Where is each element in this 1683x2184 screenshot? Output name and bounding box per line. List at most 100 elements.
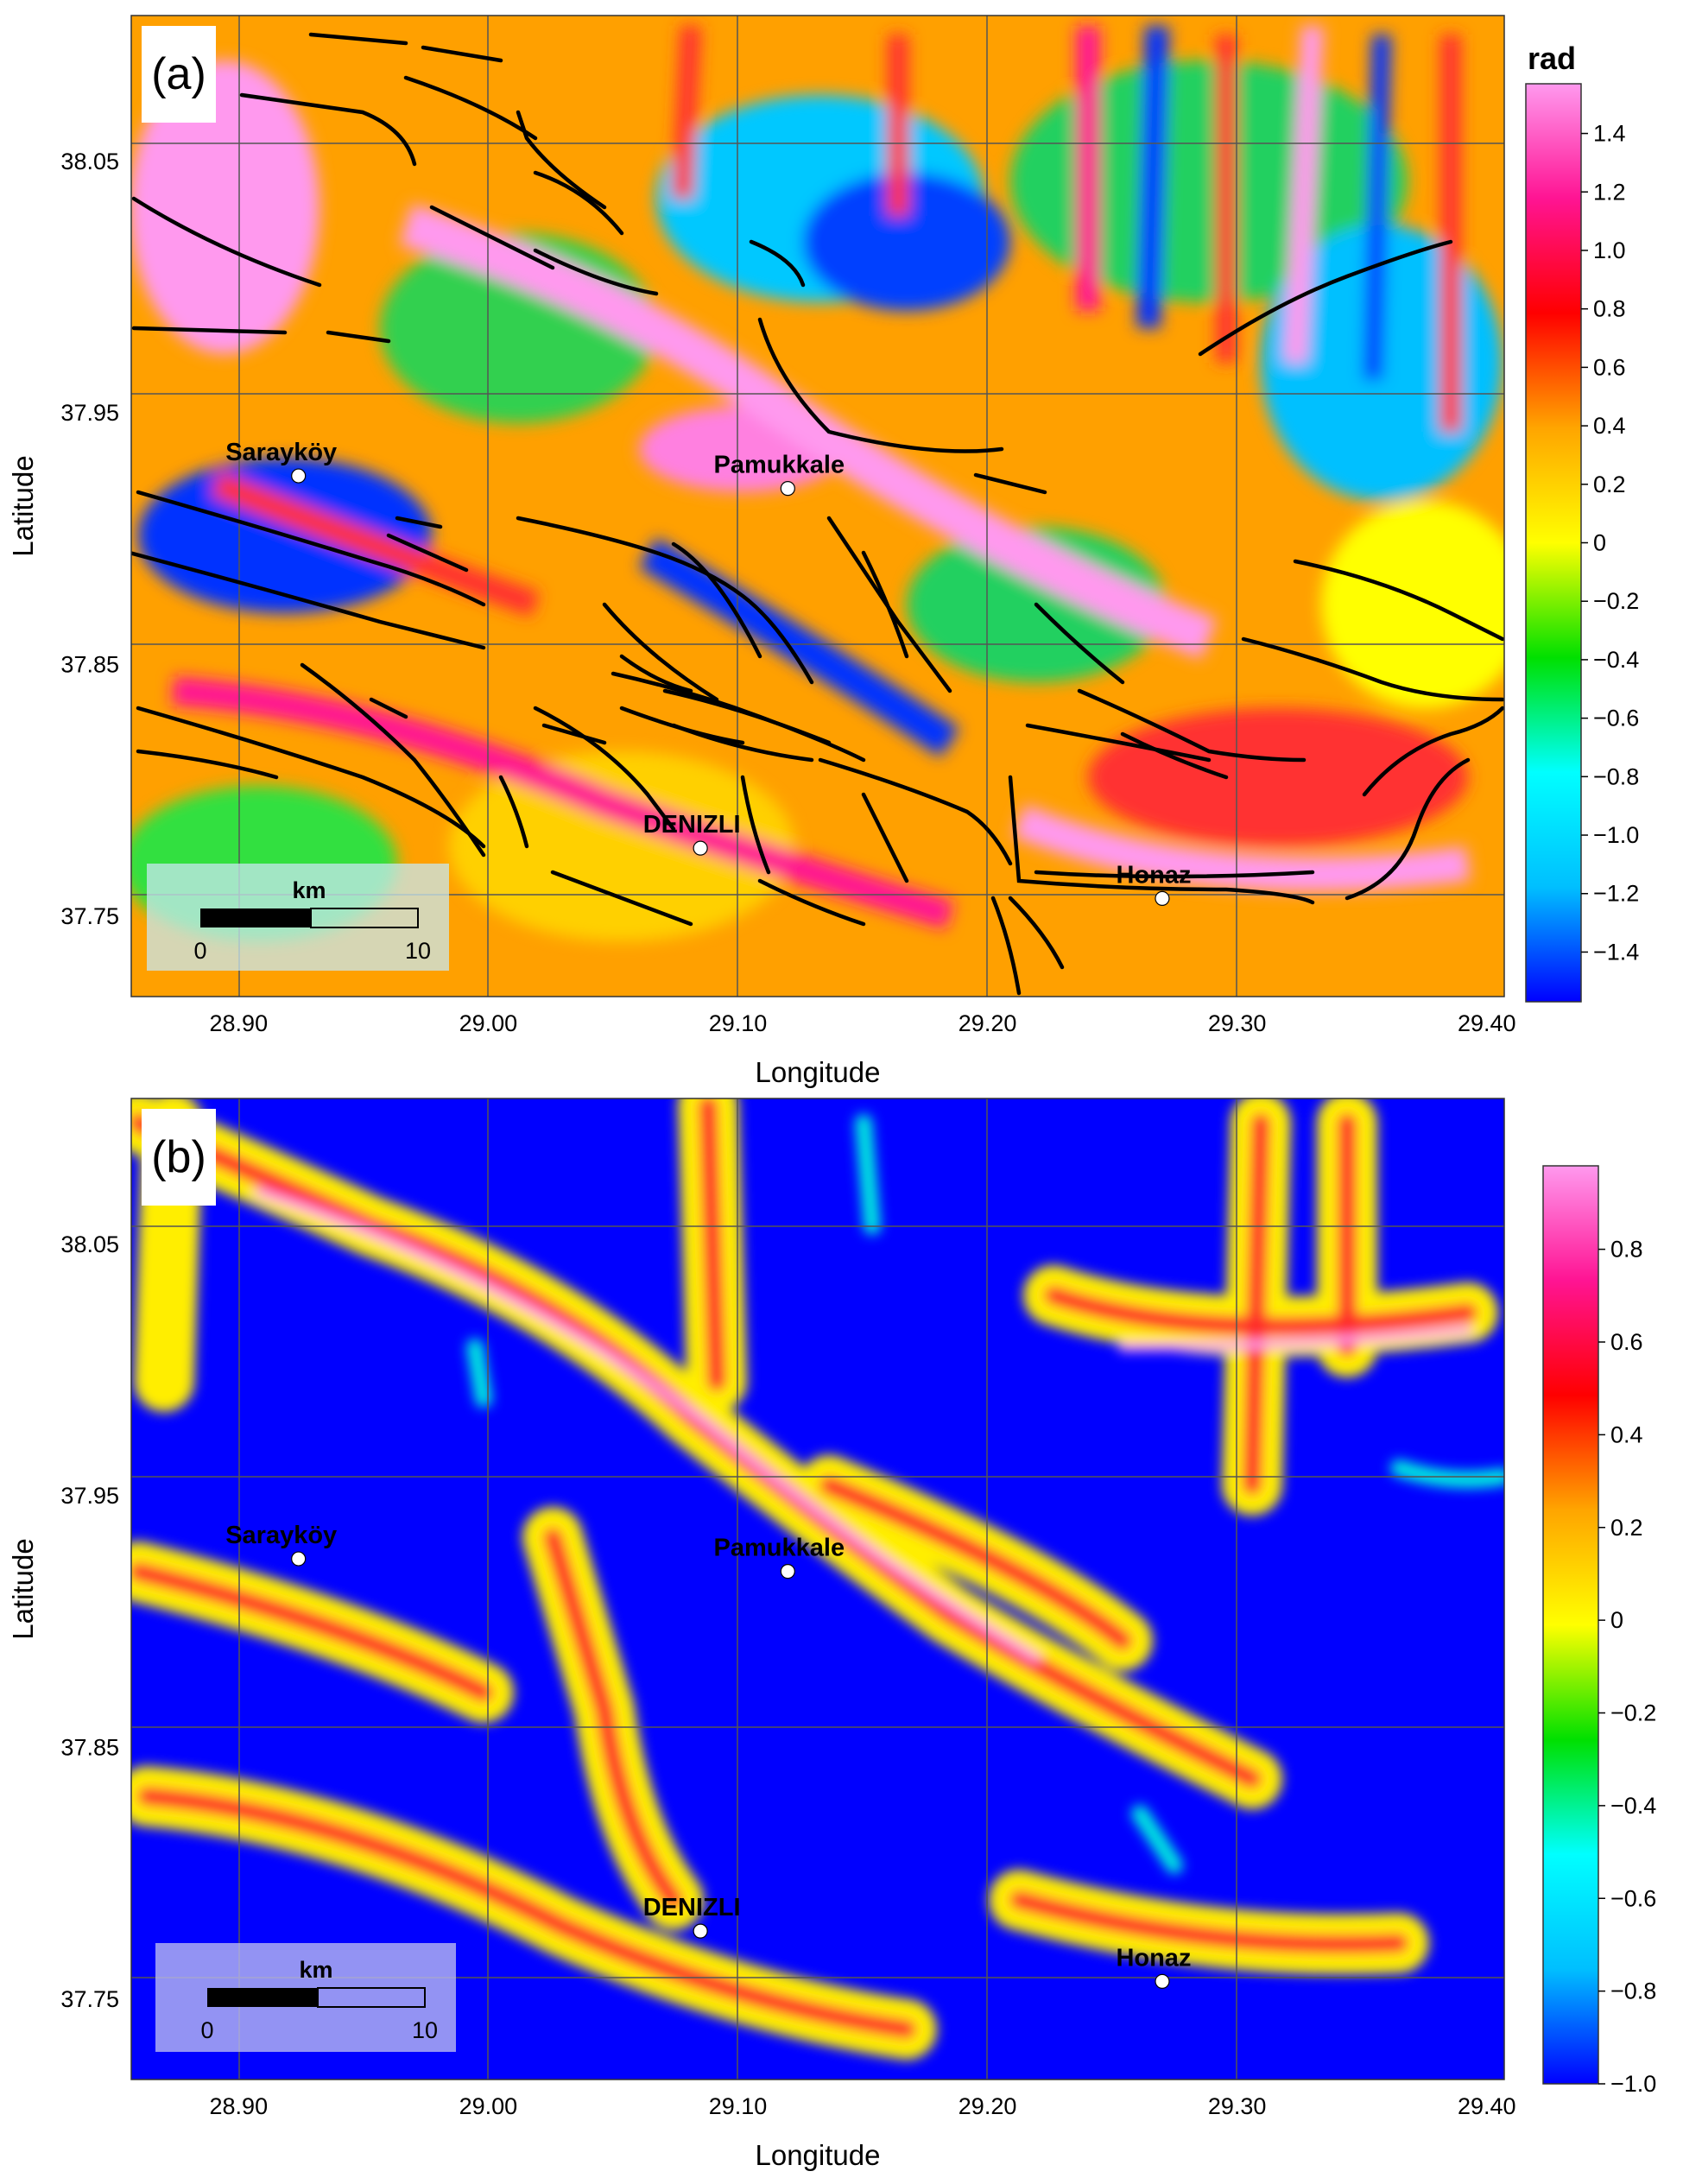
x-tick-label: 28.90 — [210, 2093, 269, 2119]
colorbar-b: 0.8 0.6 0.4 0.2 0 −0.2 −0.4 −0.6 −0.8 −1.0 — [1542, 1165, 1656, 2097]
phase-map-a — [131, 16, 1504, 997]
colorbar-tick-label: −0.4 — [1610, 1793, 1656, 1819]
y-axis-title-a: Latitude — [7, 455, 39, 556]
towns-a: Sarayköy Pamukkale DENIZLI Honaz — [225, 439, 1191, 907]
y-tick-label: 37.95 — [60, 400, 119, 426]
scalebar-start-a: 0 — [193, 938, 206, 964]
colorbar-tick-label: −1.2 — [1593, 881, 1639, 907]
town-label: DENIZLI — [643, 811, 741, 839]
town-label: Honaz — [1116, 861, 1191, 889]
scalebar-black-b — [207, 1988, 318, 2007]
scalebar-b: km 0 10 — [155, 1943, 456, 2052]
y-tick-label: 37.85 — [60, 1735, 119, 1761]
scalebar-a: km 0 10 — [147, 864, 449, 971]
town-label: Pamukkale — [714, 1535, 845, 1562]
y-tick-label: 38.05 — [60, 149, 119, 174]
colorbar-tick-label: 0.6 — [1610, 1329, 1643, 1355]
colorbar-unit-a: rad — [1528, 41, 1576, 76]
town-label: Pamukkale — [714, 452, 845, 479]
map-frame-a — [130, 15, 1505, 997]
scalebar-white-a — [310, 908, 419, 928]
x-tick-label: 28.90 — [210, 1010, 269, 1036]
panel-label-box-b — [142, 1109, 216, 1206]
town-label: DENIZLI — [643, 1894, 741, 1921]
colorbar-tick-label: 0 — [1593, 530, 1606, 556]
colorbar-ticks-b: 0.8 0.6 0.4 0.2 0 −0.2 −0.4 −0.6 −0.8 −1.0 — [1598, 1237, 1656, 2097]
colorbar-ramp-b — [1542, 1165, 1599, 2085]
town-marker — [1155, 1973, 1170, 1989]
colorbar-tick-label: 0.4 — [1610, 1421, 1643, 1447]
panel-label-a: (a) — [151, 49, 206, 99]
scalebar-black-a — [200, 908, 311, 927]
colorbar-tick-label: −0.2 — [1610, 1700, 1656, 1726]
colorbar-tick-label: 0.6 — [1593, 354, 1626, 380]
town-marker — [780, 481, 795, 497]
x-tick-label: 29.20 — [959, 2093, 1017, 2119]
x-tick-label: 29.30 — [1208, 1010, 1267, 1036]
colorbar-tick-label: −0.6 — [1593, 706, 1639, 731]
y-tick-label: 38.05 — [60, 1231, 119, 1257]
y-ticks-a: 38.05 37.95 37.85 37.75 — [60, 149, 119, 929]
scalebar-white-b — [317, 1987, 426, 2008]
colorbar-tick-label: 0.2 — [1593, 472, 1626, 497]
y-ticks-b: 38.05 37.95 37.85 37.75 — [60, 1231, 119, 2012]
colorbar-tick-label: 0.4 — [1593, 413, 1626, 439]
x-ticks-b: 28.90 29.00 29.10 29.20 29.30 29.40 — [210, 2093, 1516, 2119]
panel-label-b: (b) — [151, 1132, 206, 1182]
town-label: Sarayköy — [225, 1522, 337, 1549]
colorbar-tick-label: −1.0 — [1593, 822, 1639, 848]
colorbar-tick-label: −0.2 — [1593, 588, 1639, 614]
y-axis-title-b: Latitude — [7, 1538, 39, 1639]
scalebar-end-b: 10 — [412, 2017, 438, 2043]
y-tick-label: 37.85 — [60, 652, 119, 678]
x-tick-label: 29.10 — [709, 1010, 768, 1036]
x-tick-label: 29.40 — [1458, 2093, 1516, 2119]
y-tick-label: 37.75 — [60, 903, 119, 929]
colorbar-ticks-a: 1.4 1.2 1.0 0.8 0.6 0.4 0.2 0 −0.2 −0.4 −0.6 −0.8 −1… — [1581, 121, 1639, 965]
colorbar-tick-label: −0.8 — [1593, 763, 1639, 789]
map-frame-b — [130, 1098, 1505, 2080]
colorbar-tick-label: −0.4 — [1593, 647, 1639, 673]
colorbar-ramp-a — [1525, 83, 1582, 1003]
x-ticks-a: 28.90 29.00 29.10 29.20 29.30 29.40 — [210, 1010, 1516, 1036]
colorbar-tick-label: 0.2 — [1610, 1515, 1643, 1541]
town-marker — [693, 840, 708, 856]
scalebar-end-a: 10 — [405, 938, 431, 964]
colorbar-tick-label: −1.0 — [1610, 2071, 1656, 2097]
colorbar-a: rad 1.4 1.2 1.0 0.8 0.6 0.4 0.2 0 −0.2 −0.4 −0.6 −0… — [1525, 41, 1639, 1003]
colorbar-tick-label: 0.8 — [1610, 1237, 1643, 1263]
anomaly-field-b — [131, 1098, 1504, 2060]
towns-b: Sarayköy Pamukkale DENIZLI Honaz — [225, 1522, 1191, 1989]
town-marker — [1155, 890, 1170, 907]
colorbar-tick-label: −1.4 — [1593, 939, 1639, 965]
faults-a — [131, 32, 1504, 996]
scalebar-start-b: 0 — [200, 2017, 213, 2043]
x-tick-label: 29.10 — [709, 2093, 768, 2119]
x-axis-title-b: Longitude — [756, 2139, 881, 2171]
x-tick-label: 29.30 — [1208, 2093, 1267, 2119]
town-marker — [291, 1551, 307, 1567]
scalebar-unit-b: km — [299, 1957, 332, 1983]
colorbar-tick-label: 0.8 — [1593, 296, 1626, 322]
scalebar-unit-a: km — [292, 877, 326, 903]
panel-label-box-a — [142, 26, 216, 123]
colorbar-tick-label: −0.8 — [1610, 1978, 1656, 2004]
panel-a: (a) Sarayköy Pamukkale DENIZLI Honaz km 0 1… — [7, 15, 1639, 1088]
x-tick-label: 29.00 — [459, 2093, 518, 2119]
colorbar-tick-label: 1.0 — [1593, 237, 1626, 263]
panel-b: (b) Sarayköy Pamukkale DENIZLI Honaz km 0 1… — [7, 1098, 1656, 2171]
town-label: Sarayköy — [225, 439, 337, 466]
colorbar-tick-label: 1.2 — [1593, 179, 1626, 205]
y-tick-label: 37.75 — [60, 1986, 119, 2012]
colorbar-tick-label: −0.6 — [1610, 1885, 1656, 1911]
y-tick-label: 37.95 — [60, 1483, 119, 1509]
x-axis-title-a: Longitude — [756, 1056, 881, 1088]
town-marker — [693, 1923, 708, 1939]
town-label: Honaz — [1116, 1944, 1191, 1972]
colorbar-tick-label: 0 — [1610, 1607, 1623, 1633]
x-tick-label: 29.00 — [459, 1010, 518, 1036]
x-tick-label: 29.40 — [1458, 1010, 1516, 1036]
town-marker — [291, 468, 307, 484]
x-tick-label: 29.20 — [959, 1010, 1017, 1036]
